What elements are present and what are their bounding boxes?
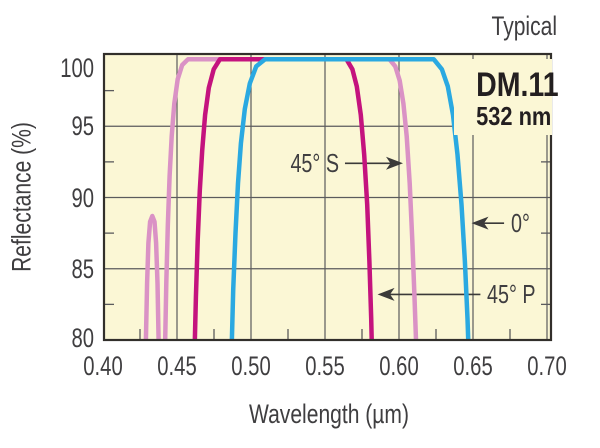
x-tick-label: 0.55 — [305, 351, 345, 381]
y-tick-label: 85 — [71, 253, 94, 284]
x-tick-label: 0.65 — [453, 351, 493, 381]
x-tick-label: 0.45 — [157, 351, 197, 381]
x-tick-label: 0.70 — [527, 351, 567, 381]
x-tick-label: 0.40 — [83, 351, 123, 381]
product-label-block: DM.11 532 nm — [454, 59, 559, 135]
x-tick-label: 0.50 — [231, 351, 271, 381]
y-tick-label: 90 — [71, 182, 94, 213]
x-axis-title: Wavelength (µm) — [249, 399, 409, 429]
product-wavelength: 532 nm — [476, 101, 552, 131]
y-tick-label: 100 — [60, 53, 94, 84]
product-model: DM.11 — [476, 66, 559, 104]
chart-condition-label: Typical — [491, 11, 557, 41]
annotation-label-45-s: 45° S — [290, 148, 339, 179]
annotation-label-45-p: 45° P — [487, 279, 536, 310]
y-tick-label: 80 — [71, 323, 94, 353]
x-tick-label: 0.60 — [379, 351, 419, 381]
y-tick-label: 95 — [71, 111, 94, 142]
annotation-label-0-: 0° — [511, 208, 530, 239]
